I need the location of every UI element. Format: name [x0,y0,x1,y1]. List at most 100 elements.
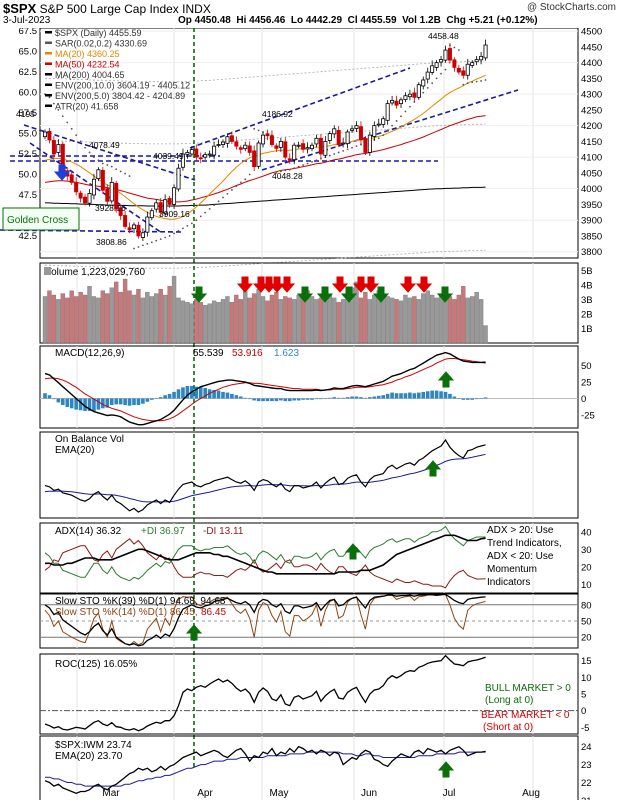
volume-green-arrow [190,286,208,303]
macd-hist-bar [154,398,159,399]
candle-body [292,144,297,161]
sar-dot [97,159,100,162]
legend-swatch [45,83,52,86]
sar-dot [186,224,189,227]
candle-body [474,59,479,63]
volume-bar [243,290,248,344]
sar-dot [284,169,287,172]
macd-label: MACD(12,26,9) [55,348,124,359]
anno-4048: 4048.28 [272,171,303,181]
roc-right-tick: 5 [581,690,586,701]
volume-bar [158,289,163,344]
macd-hist-bar [385,393,390,399]
candle-body [461,70,466,76]
macd-hist-bar [69,398,74,409]
sar-dot [400,115,402,118]
price-panel-frame [39,28,579,259]
volume-bar [336,302,341,344]
sar-dot [239,181,242,184]
macd-hist-bar [465,398,470,400]
price-left-tick: 42.5 [19,231,38,242]
candle-body [114,182,119,210]
candle-body [283,141,288,158]
sar-dot [360,143,362,146]
sar-dot [142,244,144,247]
sar-dot [351,146,353,149]
legend-entry: ENV(200,5.0) 3804.42 - 4204.89 [55,91,185,101]
sar-dot [159,238,162,240]
x-month-label: May [270,788,289,799]
candle-body [447,48,452,61]
volume-bar [109,287,114,344]
volume-bar [56,299,61,344]
candle-body [336,129,341,145]
macd-hist-bar [158,397,163,399]
volume-bar [154,293,159,344]
macd-hist-bar [345,397,350,399]
stoch-right-tick: 20 [581,633,592,644]
macd-hist-bar [92,398,96,411]
macd-hist-bar [61,398,65,406]
volume-green-arrow [296,286,314,303]
volume-bar [287,297,292,344]
volume-bar [78,291,83,344]
macd-value: 55.539 [193,348,224,359]
volume-bar [260,296,266,344]
candle-body [105,188,110,202]
sar-dot [110,165,113,168]
macd-hist-bar [279,398,283,401]
macd-hist-bar [336,397,341,399]
volume-bar [367,299,373,344]
macd-hist-bar [176,389,181,399]
sar-dot [70,127,73,130]
macd-hist-bar [412,393,417,399]
candle-body [83,196,88,204]
sar-dot [253,127,256,130]
volume-right-tick: 4B [581,280,593,291]
candle-body [136,224,141,237]
sar-dot [195,219,198,222]
macd-hist-bar [65,398,70,408]
candle-body [207,153,212,156]
candle-body [376,123,381,126]
macd-hist-bar [136,398,141,406]
candle-body [87,193,92,204]
macd-hist-bar [52,398,56,400]
x-month-label: Mar [102,788,120,799]
candle-body [203,154,208,158]
legend-entry: ENV(200,10.0) 3604.19 - 4405.12 [55,81,190,91]
ma20-line [44,74,486,220]
sar-dot [320,157,322,160]
sar-dot [426,86,429,89]
macd-hist-bar [430,390,434,399]
sar-dot [475,80,478,83]
candle-body [91,178,96,196]
candle-body [470,62,475,66]
volume-bar [394,299,399,344]
volume-bar [483,325,488,344]
candle-body [194,148,199,158]
macd-right-tick: 25 [581,378,592,389]
macd-signal-line [44,358,486,422]
support-line-3808 [0,229,183,233]
volume-bar [354,281,359,344]
stoch-fast-signal-label: 86.45 [201,607,226,618]
sar-dot [53,102,55,105]
ratio-ema-label: EMA(20) 23.70 [55,751,123,762]
candle-body [212,145,217,156]
sar-dot [93,156,95,159]
downtrend-line [29,142,163,234]
macd-hist-bar [252,398,256,401]
volume-bar [407,297,413,344]
macd-hist-bar [283,398,288,402]
candle-body [385,103,390,121]
volume-bar [171,275,177,344]
golden-cross-label: Golden Cross [7,215,68,226]
x-month-label: Jul [443,788,456,799]
candle-body [238,147,243,150]
ratio-right-tick: 21 [581,796,592,800]
candle-body [220,141,225,145]
volume-bar [296,294,301,344]
price-right-tick: 4250 [581,105,602,116]
